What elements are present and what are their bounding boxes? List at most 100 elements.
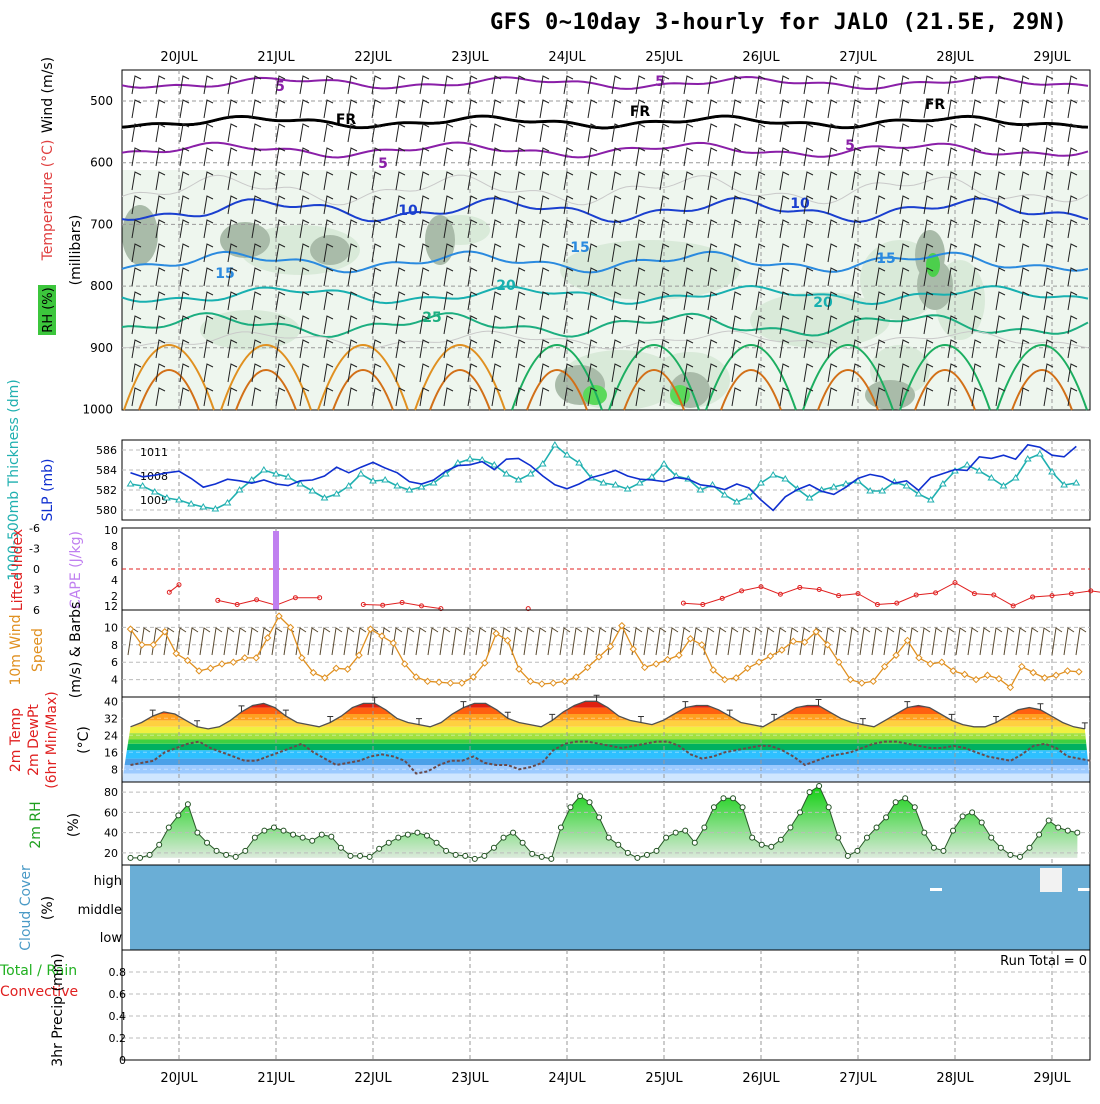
wind10m-barb bbox=[199, 627, 211, 656]
wind-barb bbox=[1043, 363, 1054, 383]
wind-barb bbox=[563, 339, 574, 359]
wind-barb bbox=[587, 291, 598, 311]
wind-barb bbox=[515, 147, 526, 167]
wind-barb bbox=[299, 147, 310, 167]
wind-barb bbox=[899, 147, 910, 167]
wind-barb bbox=[947, 195, 958, 215]
wind-barb bbox=[923, 315, 934, 335]
thickness-point bbox=[1060, 481, 1069, 488]
wind-barb bbox=[827, 147, 838, 167]
wind-barb bbox=[683, 123, 694, 143]
temp2m-minmax-bar bbox=[416, 718, 423, 725]
wind-barb bbox=[251, 171, 262, 191]
wind-barb bbox=[635, 363, 646, 383]
thickness-axis-label: 1000-500mb Thickness (dm) bbox=[6, 379, 22, 580]
wind-barb bbox=[491, 339, 502, 359]
cape-axis-label: CAPE (J/kg) bbox=[68, 531, 84, 609]
wind-barb bbox=[755, 219, 766, 239]
diurnal-contour bbox=[220, 344, 312, 411]
wind-barb bbox=[515, 243, 526, 263]
wind10m-barb bbox=[835, 627, 847, 656]
wind-barb bbox=[851, 99, 862, 119]
wind-barb bbox=[443, 219, 454, 239]
rh2m-point bbox=[911, 804, 918, 811]
wind-barb bbox=[1067, 267, 1078, 287]
wind-barb bbox=[827, 267, 838, 287]
wind-barb bbox=[1043, 243, 1054, 263]
wind-barb bbox=[875, 243, 886, 263]
wind10m-point bbox=[938, 658, 946, 666]
wind-barb bbox=[611, 291, 622, 311]
thickness-point bbox=[635, 479, 644, 486]
rh2m-point bbox=[137, 854, 144, 861]
wind-barb bbox=[275, 363, 286, 383]
wind-barb bbox=[803, 339, 814, 359]
minmax-axis-label: (6hr Min/Max) bbox=[44, 691, 60, 788]
wind-barb bbox=[419, 363, 430, 383]
wind10m-point bbox=[286, 623, 295, 632]
wind10m-barb bbox=[187, 627, 199, 656]
wind-barb bbox=[347, 243, 358, 263]
rh2m-point bbox=[806, 789, 813, 796]
wind-barb bbox=[539, 123, 550, 143]
temp2m-minmax-bar bbox=[460, 701, 467, 708]
rh2m-point bbox=[500, 834, 507, 841]
wind-barb bbox=[995, 99, 1006, 119]
thickness-point bbox=[247, 476, 256, 483]
wind10m-point bbox=[241, 654, 249, 662]
wind10m-barb bbox=[499, 627, 511, 656]
li-point bbox=[166, 589, 172, 595]
wind-barb bbox=[707, 291, 718, 311]
wind-barb bbox=[155, 171, 166, 191]
wind-barb bbox=[1019, 195, 1030, 215]
temp2m-minmax-bar bbox=[904, 701, 911, 708]
wind-barb bbox=[323, 387, 334, 407]
temp2m-tick-label: 40 bbox=[104, 695, 118, 708]
wind-barb bbox=[395, 291, 406, 311]
contour-label: 10 bbox=[398, 203, 418, 219]
wind-barb bbox=[923, 219, 934, 239]
wind-barb bbox=[779, 219, 790, 239]
wind-barb bbox=[827, 315, 838, 335]
wind-barb bbox=[851, 267, 862, 287]
wind-barb bbox=[275, 315, 286, 335]
wind-barb bbox=[179, 363, 190, 383]
wind-barb bbox=[515, 219, 526, 239]
wind-barb bbox=[899, 339, 910, 359]
wind-barb bbox=[635, 243, 646, 263]
wind-barb bbox=[203, 123, 214, 143]
temp-color-band bbox=[122, 765, 1090, 774]
top-date-label: 26JUL bbox=[742, 50, 780, 65]
wind-barb bbox=[467, 363, 478, 383]
wind-barb bbox=[491, 243, 502, 263]
wind-barb bbox=[995, 147, 1006, 167]
wind10m-point bbox=[252, 654, 260, 662]
rh2m-point bbox=[414, 829, 421, 836]
wind-barb bbox=[491, 363, 502, 383]
wind-barb bbox=[155, 99, 166, 119]
wind-barb bbox=[395, 267, 406, 287]
wind-barb bbox=[395, 171, 406, 191]
wind10m-barb bbox=[223, 627, 235, 656]
pressure-tick-label: 1000 bbox=[82, 403, 113, 417]
wind-barb bbox=[323, 195, 334, 215]
wind-barb bbox=[395, 387, 406, 407]
wind-barb bbox=[395, 195, 406, 215]
wind10m-point bbox=[686, 635, 695, 643]
wind10m-barb bbox=[979, 627, 991, 656]
wind-barb bbox=[275, 171, 286, 191]
rh2m-point bbox=[242, 847, 249, 854]
wind10m-barb bbox=[715, 627, 727, 656]
wind-barb bbox=[851, 75, 862, 95]
diurnal-contour bbox=[414, 344, 506, 411]
wind-barb bbox=[707, 267, 718, 287]
wind-barb bbox=[779, 267, 790, 287]
wind-barb bbox=[539, 339, 550, 359]
wind-barb bbox=[731, 219, 742, 239]
wind-barb bbox=[923, 291, 934, 311]
wind-barb bbox=[347, 363, 358, 383]
wind10m-point bbox=[983, 671, 992, 679]
wind-barb bbox=[515, 363, 526, 383]
wind10m-barb bbox=[691, 627, 703, 656]
wind-barb bbox=[491, 99, 502, 119]
